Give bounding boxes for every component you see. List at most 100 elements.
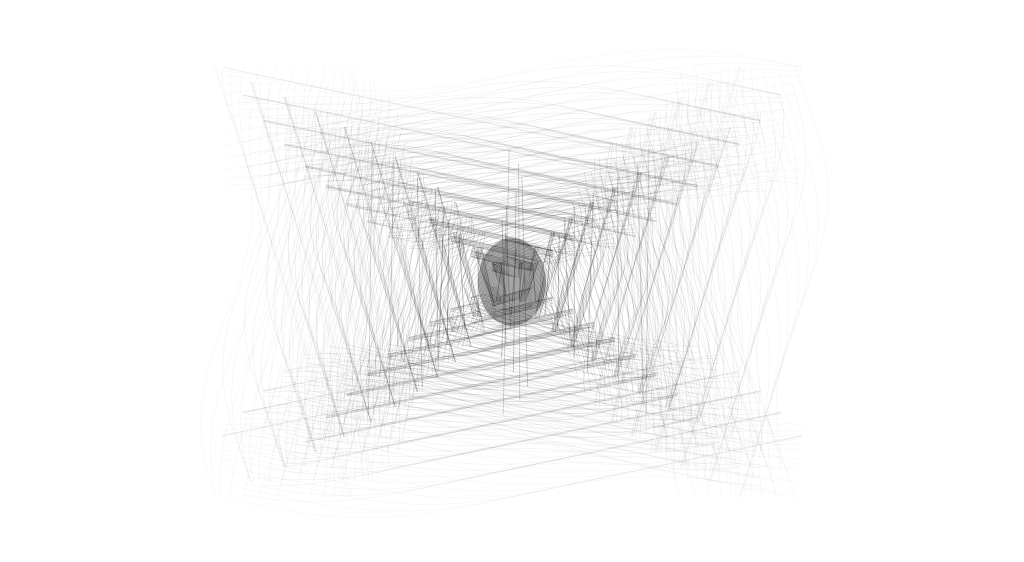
mesh-strand bbox=[372, 141, 401, 423]
mesh-strand bbox=[471, 308, 553, 324]
mesh-strand bbox=[244, 96, 291, 468]
mesh-strand bbox=[325, 137, 699, 169]
mesh-strand bbox=[242, 431, 782, 471]
mesh-strand bbox=[450, 240, 574, 259]
mesh-strand bbox=[469, 231, 484, 333]
mesh-strand bbox=[348, 156, 381, 408]
mesh-strand bbox=[409, 186, 433, 378]
mesh-strand bbox=[492, 261, 505, 303]
mesh-strand bbox=[305, 362, 719, 396]
mesh-strand bbox=[698, 111, 739, 453]
mesh-strand bbox=[392, 171, 419, 393]
mesh-strand bbox=[442, 231, 464, 333]
mesh-strand bbox=[678, 141, 718, 423]
mesh-strand bbox=[221, 469, 803, 512]
mesh-strand bbox=[388, 338, 636, 363]
mesh-strand bbox=[383, 186, 412, 378]
mesh-strand bbox=[418, 201, 442, 363]
fold-line bbox=[521, 177, 528, 387]
mesh-strand bbox=[242, 462, 782, 502]
mesh-strand bbox=[429, 220, 595, 241]
mesh-strand bbox=[443, 201, 461, 363]
mesh-strand bbox=[367, 163, 657, 191]
mesh-strand bbox=[447, 231, 468, 333]
mesh-strand bbox=[388, 332, 636, 357]
mesh-strand bbox=[408, 336, 616, 359]
mesh-strand bbox=[410, 156, 432, 408]
mesh-strand bbox=[242, 65, 782, 105]
mesh-strand bbox=[373, 111, 401, 453]
mesh-strand bbox=[346, 346, 678, 375]
mesh-strand bbox=[408, 216, 616, 240]
mesh-strand bbox=[242, 152, 782, 192]
mesh-strand bbox=[450, 231, 574, 250]
mesh-strand bbox=[596, 186, 622, 378]
mesh-strand bbox=[221, 136, 802, 179]
mesh-strand bbox=[267, 81, 310, 483]
mesh-strand bbox=[388, 214, 636, 239]
mesh-strand bbox=[326, 66, 361, 498]
mesh-strand bbox=[316, 141, 353, 423]
mesh-strand bbox=[492, 292, 533, 307]
mesh-strand bbox=[491, 256, 533, 271]
mesh-strand bbox=[305, 405, 719, 440]
mesh-strand bbox=[659, 156, 696, 408]
artwork-layers bbox=[200, 49, 829, 519]
mesh-strand bbox=[430, 216, 453, 348]
mesh-strand bbox=[263, 126, 761, 165]
mesh-strand bbox=[341, 141, 375, 423]
mesh-strand bbox=[750, 66, 800, 498]
fold-line bbox=[510, 248, 517, 316]
mesh-strand bbox=[561, 216, 581, 348]
mesh-strand bbox=[221, 142, 803, 185]
mesh-strand bbox=[242, 127, 782, 168]
mesh-strand bbox=[221, 402, 803, 445]
mesh-strand bbox=[429, 210, 595, 230]
mesh-strand bbox=[521, 261, 536, 303]
mesh-strand bbox=[276, 81, 318, 483]
mesh-strand bbox=[471, 294, 553, 310]
mesh-strand bbox=[551, 231, 570, 333]
mesh-strand bbox=[242, 443, 782, 484]
mesh-strand bbox=[450, 216, 468, 348]
mesh-strand bbox=[367, 180, 657, 208]
mesh-strand bbox=[471, 249, 553, 266]
mesh-strand bbox=[495, 261, 506, 303]
mesh-strand bbox=[408, 328, 616, 351]
mesh-strand bbox=[489, 261, 503, 303]
mesh-strand bbox=[408, 194, 616, 217]
mesh-strand bbox=[581, 201, 604, 363]
mesh-strand bbox=[462, 246, 482, 317]
fold-line bbox=[368, 148, 373, 416]
mesh-strand bbox=[263, 408, 761, 446]
mesh-strand bbox=[336, 96, 369, 468]
mesh-strand bbox=[710, 81, 752, 483]
mesh-strand bbox=[631, 141, 661, 423]
mesh-strand bbox=[480, 246, 494, 318]
mesh-strand bbox=[646, 111, 678, 453]
mesh-strand bbox=[402, 171, 427, 393]
fold-line bbox=[506, 234, 511, 330]
mesh-strand bbox=[663, 126, 698, 438]
mesh-strand bbox=[616, 126, 642, 438]
mesh-strand bbox=[450, 227, 574, 245]
mesh-strand bbox=[315, 126, 353, 438]
mesh-strand bbox=[491, 289, 533, 303]
mesh-strand bbox=[398, 156, 423, 408]
mesh-strand bbox=[549, 231, 567, 333]
mesh-strand bbox=[680, 96, 718, 468]
mesh-strand bbox=[668, 141, 705, 423]
mesh-strand bbox=[429, 214, 595, 235]
mesh-strand bbox=[407, 201, 433, 363]
mesh-strand bbox=[242, 375, 782, 416]
mesh-strand bbox=[471, 297, 553, 313]
mesh-strand bbox=[648, 81, 680, 483]
mesh-strand bbox=[400, 201, 427, 363]
mesh-strand bbox=[305, 151, 719, 185]
mesh-strand bbox=[626, 141, 655, 423]
fold-line bbox=[532, 262, 536, 302]
mesh-strand bbox=[221, 129, 803, 172]
mesh-strand bbox=[284, 149, 740, 186]
mesh-strand bbox=[429, 316, 595, 337]
mesh-strand bbox=[471, 298, 553, 314]
